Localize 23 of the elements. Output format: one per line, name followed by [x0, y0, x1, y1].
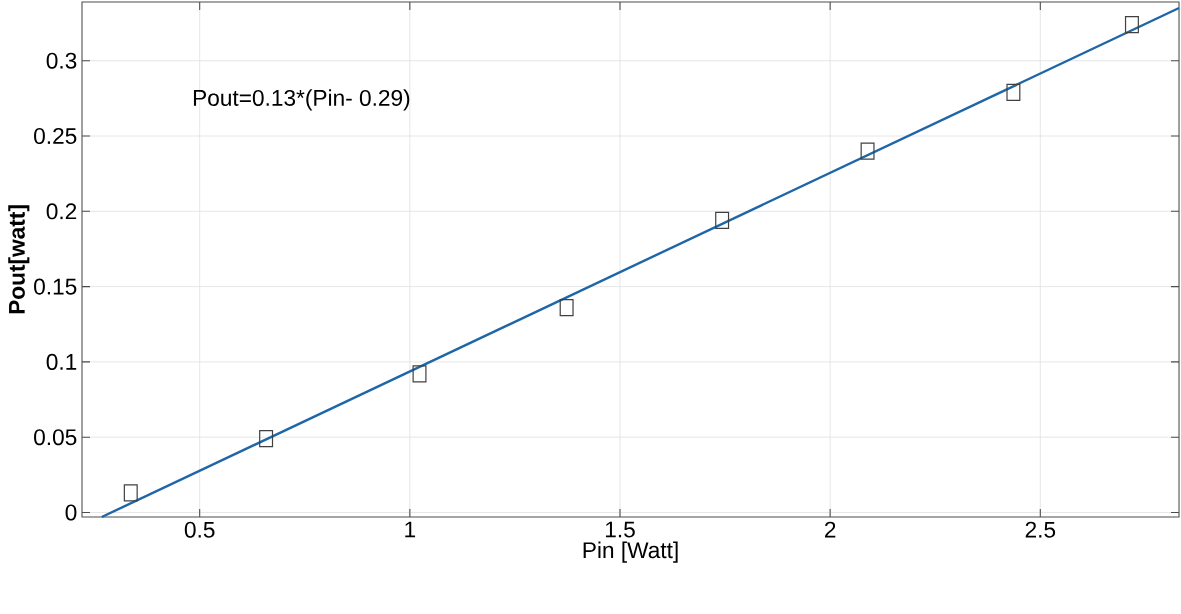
point — [559, 299, 574, 317]
x-tick-label: 1.5 — [605, 521, 635, 538]
point — [860, 142, 875, 160]
annotation: Pout=0.13*(Pin- 0.29) — [193, 89, 410, 111]
x-tick-label: 1 — [405, 521, 416, 538]
y-tick-label: 0.2 — [46, 203, 77, 220]
point — [1124, 15, 1139, 34]
x-tick-label: 2.5 — [1025, 521, 1056, 538]
point — [1006, 83, 1021, 101]
point — [123, 484, 138, 502]
point — [715, 211, 730, 229]
y-tick-label: 0.1 — [46, 353, 77, 370]
x-axis-title: Pin [Watt] — [583, 541, 678, 563]
y-tick-label: 0.25 — [34, 127, 77, 145]
point — [259, 430, 274, 448]
y-tick-label: 0 — [65, 504, 77, 521]
y-tick-label: 0.05 — [34, 429, 77, 446]
y-tick-label: 0.3 — [46, 52, 77, 69]
point — [412, 365, 427, 383]
y-axis-title: Pout[watt] — [8, 205, 30, 314]
y-tick-label: 0.15 — [34, 278, 77, 295]
x-tick-label: 0.5 — [184, 521, 215, 538]
x-tick-label: 2 — [825, 521, 836, 538]
